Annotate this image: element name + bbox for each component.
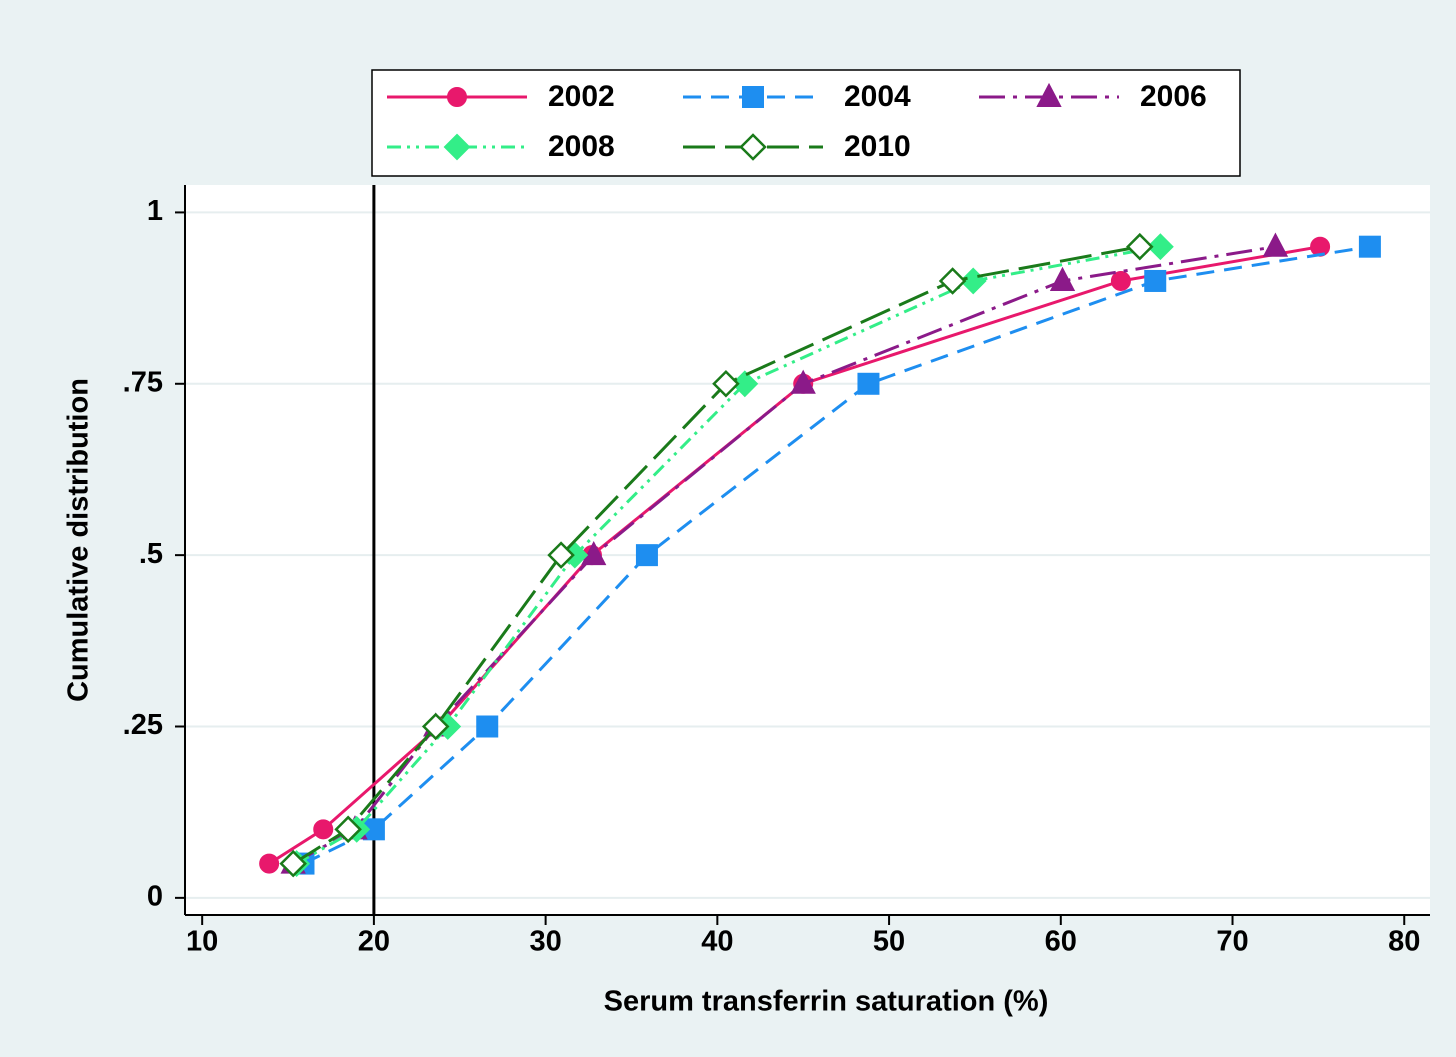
y-tick-label: 0	[147, 881, 163, 913]
marker	[790, 369, 816, 394]
legend-label: 2004	[844, 80, 911, 113]
y-tick-label: .5	[139, 538, 163, 570]
legend-marker	[447, 87, 467, 107]
marker	[1146, 233, 1174, 261]
marker	[712, 370, 740, 398]
x-tick-label: 70	[1216, 926, 1248, 958]
x-tick-label: 30	[529, 926, 561, 958]
marker	[1144, 269, 1167, 292]
marker	[334, 815, 362, 844]
y-tick-label: 1	[147, 195, 163, 227]
marker	[581, 540, 607, 566]
y-axis-title: Cumulative distribution	[63, 378, 95, 702]
marker	[1126, 232, 1154, 261]
marker	[476, 715, 499, 738]
x-tick-label: 40	[701, 926, 733, 958]
marker	[635, 544, 658, 567]
legend-label: 2006	[1140, 80, 1207, 113]
legend-marker	[1036, 82, 1062, 107]
y-tick-label: .75	[123, 366, 163, 398]
x-tick-label: 60	[1045, 926, 1077, 958]
plot-area	[185, 185, 1430, 915]
marker	[313, 819, 334, 840]
marker	[938, 267, 967, 295]
marker	[547, 541, 575, 569]
x-tick-label: 10	[186, 926, 218, 958]
marker	[279, 849, 307, 878]
legend-marker	[443, 133, 471, 161]
marker	[1262, 232, 1289, 257]
legend-marker	[742, 86, 764, 108]
legend-label: 2002	[548, 80, 615, 113]
x-tick-label: 50	[873, 926, 905, 958]
x-tick-label: 20	[358, 926, 390, 958]
legend-box	[371, 69, 1241, 177]
y-tick-label: .25	[123, 709, 163, 741]
marker	[1310, 236, 1331, 257]
marker	[1110, 270, 1131, 291]
marker	[857, 372, 880, 395]
legend-marker	[739, 133, 767, 161]
x-axis-title: Serum transferrin saturation (%)	[604, 986, 1049, 1018]
marker	[1049, 266, 1076, 291]
marker	[1358, 235, 1381, 258]
marker	[259, 853, 280, 874]
legend-label: 2010	[844, 130, 911, 163]
marker	[421, 712, 450, 741]
legend-label: 2008	[548, 130, 615, 163]
x-tick-label: 80	[1388, 926, 1420, 958]
